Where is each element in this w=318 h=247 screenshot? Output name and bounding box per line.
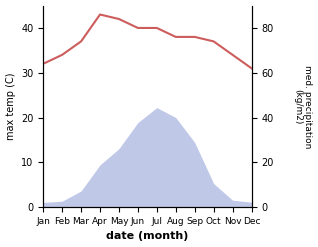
X-axis label: date (month): date (month) bbox=[106, 231, 189, 242]
Y-axis label: med. precipitation
(kg/m2): med. precipitation (kg/m2) bbox=[293, 65, 313, 148]
Y-axis label: max temp (C): max temp (C) bbox=[5, 73, 16, 140]
